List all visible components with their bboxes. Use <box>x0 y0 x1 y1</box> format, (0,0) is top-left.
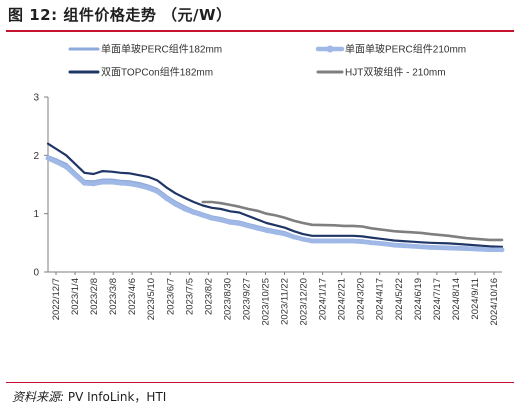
series-line <box>201 200 504 242</box>
x-tick-label: 2023/5/10 <box>146 278 157 320</box>
data-point <box>332 238 338 244</box>
data-point <box>282 231 288 237</box>
x-tick-label: 2023/6/7 <box>165 278 176 315</box>
figure-title: 图 12: 组件价格走势 （元/W） <box>8 6 232 24</box>
data-point <box>499 247 505 253</box>
data-point <box>209 215 215 221</box>
data-point <box>118 180 124 186</box>
x-tick-label: 2023/3/8 <box>108 278 119 315</box>
data-point <box>382 241 388 247</box>
x-tick-label: 2024/6/19 <box>413 278 424 320</box>
x-tick-label: 2023/7/5 <box>184 278 195 315</box>
data-point <box>309 238 315 244</box>
x-tick-label: 2023/2/8 <box>89 278 100 315</box>
x-tick-label: 2023/9/27 <box>241 278 252 320</box>
data-point <box>109 179 115 185</box>
legend-item: HJT双玻组件 - 210mm <box>316 66 446 79</box>
data-point <box>409 243 415 249</box>
data-point <box>341 238 347 244</box>
data-point <box>400 243 406 249</box>
y-tick-label: 0 <box>33 268 39 279</box>
data-point <box>227 220 233 225</box>
data-point <box>428 245 433 250</box>
data-point <box>45 155 51 161</box>
data-point <box>245 223 251 229</box>
x-tick-label: 2022/12/7 <box>51 278 62 320</box>
x-tick-label: 2024/2/21 <box>337 278 348 320</box>
title-rule <box>6 30 514 32</box>
source-text: PV InfoLink，HTI <box>67 390 167 404</box>
legend-marker <box>326 45 334 53</box>
series-layer <box>45 142 505 253</box>
data-point <box>82 180 87 186</box>
x-tick-label: 2023/8/30 <box>222 278 233 320</box>
data-point <box>54 159 60 165</box>
x-tick-label: 2024/9/11 <box>470 278 481 320</box>
data-point <box>368 240 374 246</box>
data-point <box>300 236 306 242</box>
x-tick-label: 2024/5/22 <box>394 278 405 320</box>
x-tick-label: 2024/8/14 <box>451 278 462 320</box>
x-tick-label: 2023/10/25 <box>260 278 271 326</box>
data-point <box>154 189 160 194</box>
legend-label: 单面单玻PERC组件210mm <box>345 43 466 56</box>
data-point <box>291 234 297 240</box>
data-point <box>91 181 96 187</box>
data-point <box>273 229 279 235</box>
data-point <box>136 183 142 189</box>
legend-item: 单面单玻PERC组件210mm <box>315 43 466 56</box>
data-point <box>100 179 105 185</box>
data-point <box>218 217 224 223</box>
y-tick-label: 1 <box>33 209 39 220</box>
data-point <box>63 164 69 170</box>
data-point <box>350 238 356 244</box>
legend-label: HJT双玻组件 - 210mm <box>345 66 446 79</box>
data-point <box>391 242 397 248</box>
y-tick-label: 2 <box>33 151 39 162</box>
data-point <box>200 213 206 218</box>
x-tick-label: 2023/1/4 <box>70 278 81 315</box>
x-tick-label: 2023/8/2 <box>203 278 214 315</box>
x-tick-label: 2024/1/17 <box>318 278 329 320</box>
data-point <box>464 246 470 252</box>
legend-label: 单面单玻PERC组件182mm <box>101 43 222 56</box>
source-note: 资料来源: PV InfoLink，HTI <box>12 388 166 405</box>
data-point <box>487 247 492 253</box>
x-tick-label: 2023/4/6 <box>127 278 138 315</box>
data-point <box>173 201 178 207</box>
y-tick-label: 3 <box>33 93 39 104</box>
data-point <box>182 206 188 212</box>
data-point <box>191 210 197 215</box>
legend-label: 双面TOPCon组件182mm <box>101 66 213 79</box>
x-tick-label: 2024/7/17 <box>432 278 443 320</box>
legend-item: 单面单玻PERC组件182mm <box>68 43 222 56</box>
x-tick-label: 2023/12/20 <box>299 278 310 326</box>
data-point <box>446 245 452 251</box>
data-point <box>418 244 424 250</box>
data-point <box>264 228 269 234</box>
data-point <box>164 196 169 201</box>
x-tick-label: 2023/11/22 <box>280 278 291 325</box>
x-tick-label: 2024/3/20 <box>356 278 367 320</box>
data-point <box>236 221 242 227</box>
data-point <box>72 172 78 178</box>
legend: 单面单玻PERC组件182mm 单面单玻PERC组件210mm 双面TOPCon组件… <box>68 43 466 79</box>
price-chart: 单面单玻PERC组件182mm 单面单玻PERC组件210mm 双面TOPCon组件… <box>33 43 505 326</box>
data-point <box>127 181 133 187</box>
series-line <box>46 142 504 248</box>
source-rule <box>6 382 514 383</box>
legend-item: 双面TOPCon组件182mm <box>68 66 213 79</box>
x-tick-label: 2024/4/17 <box>375 278 386 320</box>
data-point <box>359 239 365 245</box>
axes: 0 1 2 3 2022/12/7 2023/1/4 2023/2/8 2023/3/8 202… <box>33 93 502 326</box>
source-label: 资料来源: <box>12 390 65 404</box>
x-tick-label: 2024/10/16 <box>489 278 500 326</box>
data-point <box>255 225 260 231</box>
data-point <box>145 185 151 191</box>
